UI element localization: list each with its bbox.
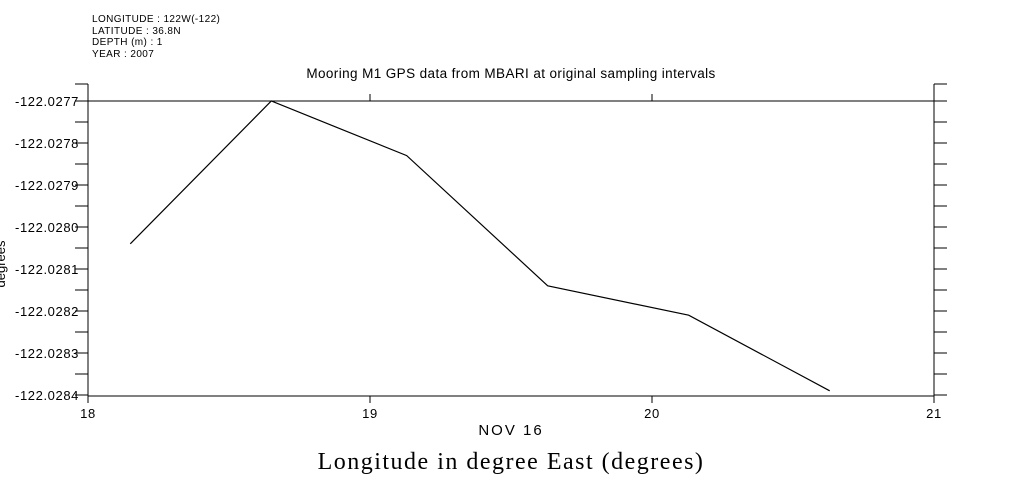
y-tick-label: -122.0281 — [15, 262, 79, 277]
metadata-latitude: LATITUDE : 36.8N — [92, 25, 182, 37]
metadata-block: LONGITUDE : 122W(-122) LATITUDE : 36.8N … — [92, 14, 220, 60]
y-tick-label: -122.0277 — [15, 94, 79, 109]
x-tick-label: 20 — [644, 406, 660, 421]
metadata-longitude: LONGITUDE : 122W(-122) — [92, 14, 221, 25]
metadata-depth: DEPTH (m) : 1 — [92, 37, 163, 48]
x-tick-label: 21 — [926, 406, 942, 421]
data-series-line — [129, 100, 830, 392]
chart-title: Mooring M1 GPS data from MBARI at origin… — [306, 66, 716, 81]
x-axis-date-label: NOV 16 — [478, 422, 544, 439]
y-tick-label: -122.0284 — [15, 388, 79, 403]
y-tick-label: -122.0283 — [15, 346, 79, 361]
y-tick-label: -122.0282 — [15, 304, 79, 319]
variable-axis-label: Longitude in degree East (degrees) — [317, 449, 705, 475]
metadata-year: YEAR : 2007 — [92, 48, 155, 60]
y-axis-units-label: degrees — [0, 240, 8, 288]
y-tick-label: -122.0279 — [15, 178, 79, 193]
y-tick-label: -122.0278 — [15, 136, 79, 151]
x-tick-label: 18 — [80, 406, 96, 421]
y-tick-label: -122.0280 — [15, 220, 79, 235]
x-tick-label: 19 — [362, 406, 378, 421]
